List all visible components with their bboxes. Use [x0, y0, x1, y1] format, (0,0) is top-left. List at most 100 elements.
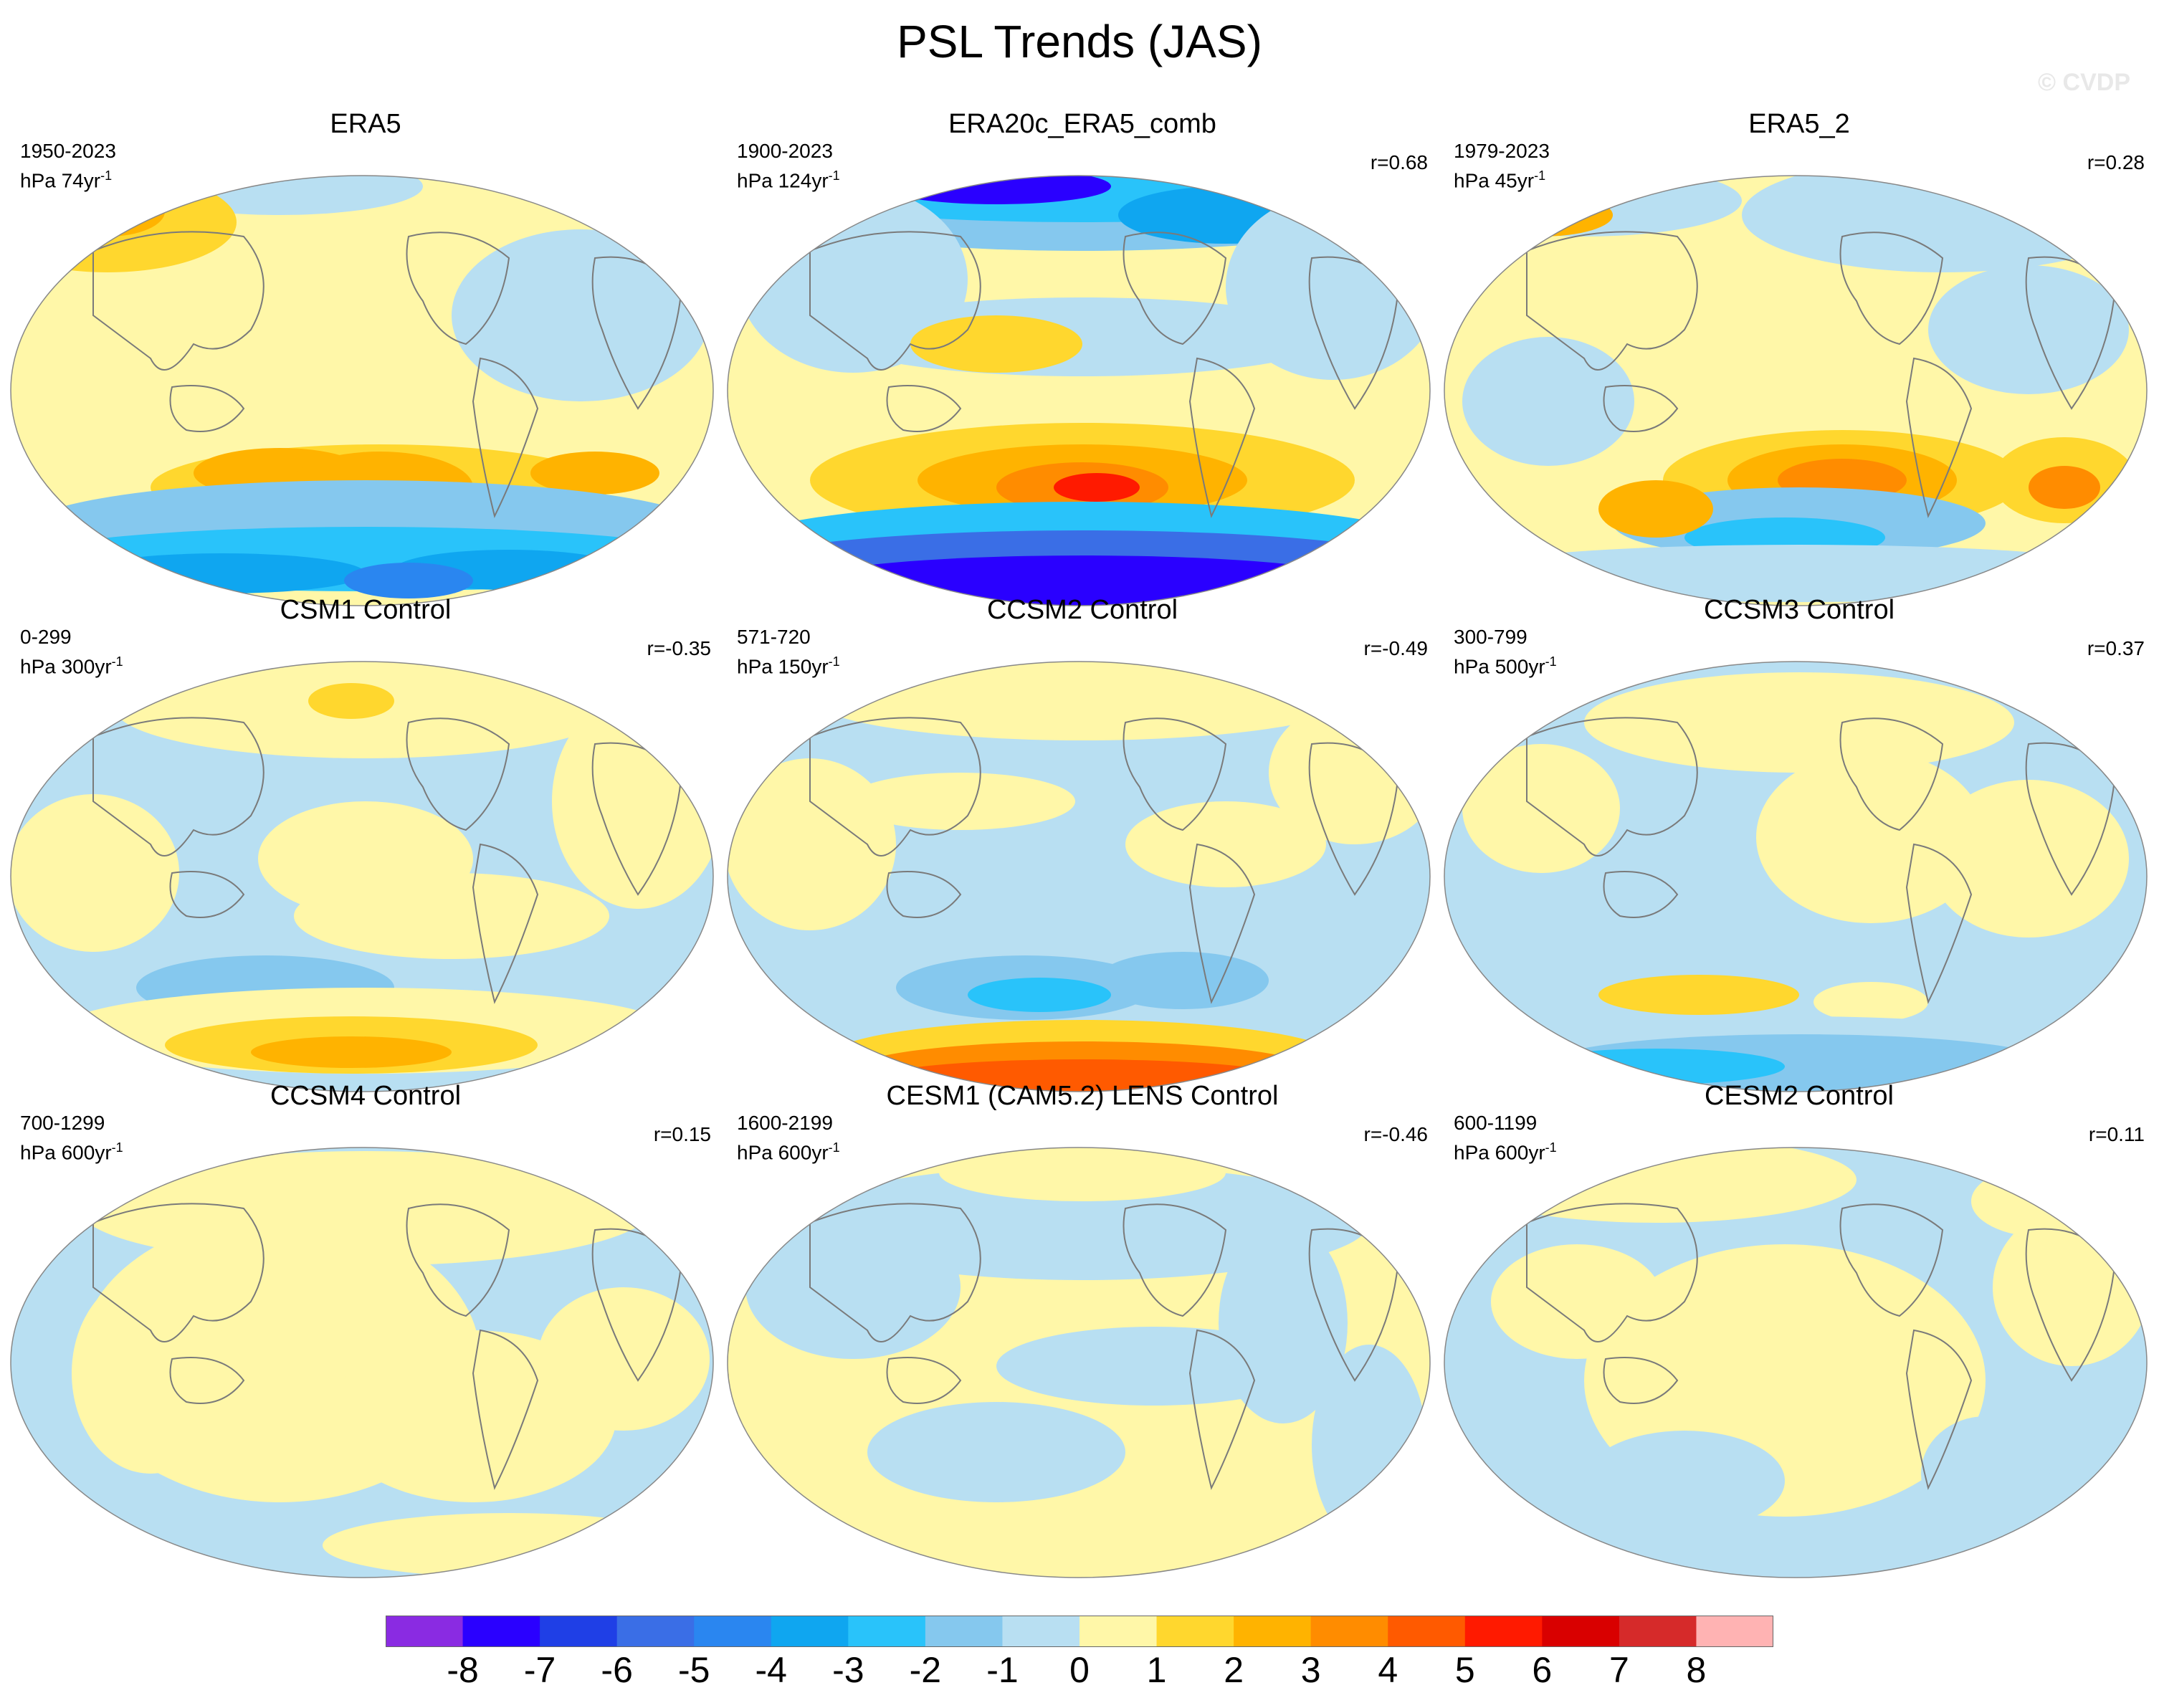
field-contour	[745, 1216, 961, 1359]
field-contour	[452, 229, 710, 401]
coastline	[169, 1357, 245, 1404]
colorbar-tick-label: 2	[1224, 1650, 1244, 1690]
field-contour	[867, 1059, 1297, 1092]
colorbar-box	[1464, 1616, 1543, 1647]
map-projection	[727, 661, 1431, 1092]
colorbar-tick-label: 8	[1686, 1650, 1707, 1690]
colorbar-box	[1234, 1616, 1312, 1647]
coastline	[1603, 871, 1679, 918]
panel-title: CCSM2 Control	[986, 595, 1178, 625]
coastline	[169, 385, 245, 432]
colorbar-box	[1080, 1616, 1158, 1647]
coastline	[406, 232, 510, 345]
panel-year-range: 1900-2023	[737, 140, 833, 162]
map-panel: CCSM2 Control 571-720 hPa 150yr-1 r=-0.49	[724, 593, 1441, 1092]
field-contour	[552, 694, 713, 909]
coastline	[169, 871, 245, 918]
map-border	[727, 175, 1431, 606]
panel-year-range: 300-799	[1454, 626, 1527, 648]
field-contour	[1491, 1244, 1663, 1359]
map-panel: ERA5_2 1979-2023 hPa 45yr-1 r=0.28	[1441, 108, 2158, 606]
map-border	[1444, 1147, 2148, 1578]
panel-units: hPa 124yr-1	[737, 163, 840, 193]
panel-title: ERA5	[330, 109, 401, 139]
panel-units-exponent: -1	[1545, 654, 1557, 669]
panel-correlation: r=0.15	[653, 1123, 711, 1145]
panel-units: hPa 300yr-1	[20, 649, 123, 679]
map-border	[727, 1147, 1431, 1578]
panel-year-range: 1979-2023	[1454, 140, 1550, 162]
field-contour	[538, 1287, 710, 1431]
panel-units-base: hPa 600yr	[1454, 1141, 1545, 1164]
panel-units-base: hPa 45yr	[1454, 169, 1535, 192]
colorbar-box	[540, 1616, 618, 1647]
panel-correlation: r=-0.35	[647, 637, 712, 659]
colorbar-tick-label: 0	[1069, 1650, 1090, 1690]
panel-units-base: hPa 600yr	[20, 1141, 112, 1164]
colorbar-box	[1542, 1616, 1620, 1647]
field-contour	[323, 1513, 695, 1578]
panel-title: CESM1 (CAM5.2) LENS Control	[886, 1081, 1279, 1111]
coastline	[1123, 717, 1227, 831]
panel-year-range: 1950-2023	[20, 140, 116, 162]
coastline	[472, 357, 539, 518]
coastline	[472, 1329, 539, 1490]
panel-units: hPa 600yr-1	[1454, 1135, 1557, 1165]
colorbar-tick-label: 3	[1300, 1650, 1321, 1690]
colorbar-box	[386, 1616, 464, 1647]
coastline	[809, 231, 981, 371]
map-border	[1444, 175, 2148, 606]
coastline	[92, 717, 264, 857]
coastline	[1839, 717, 1944, 831]
coastline	[809, 717, 981, 857]
panel-units-exponent: -1	[1545, 1140, 1557, 1155]
map-projection	[727, 1147, 1431, 1578]
field-contour	[1598, 480, 1713, 538]
panel-correlation: r=-0.49	[1363, 637, 1429, 659]
coastline	[1905, 357, 1973, 518]
coastline	[1123, 1203, 1227, 1317]
panel-units: hPa 150yr-1	[737, 649, 840, 679]
coastline	[886, 1357, 962, 1404]
panel-year-range: 1600-2199	[737, 1112, 833, 1134]
field-contour	[1462, 337, 1634, 466]
panel-correlation: r=0.28	[2087, 151, 2145, 173]
coastline	[886, 385, 962, 432]
map-projection	[1444, 175, 2148, 606]
field-contour	[1928, 780, 2129, 938]
field-contour	[1125, 801, 1326, 887]
colorbar-tick-label: -5	[677, 1650, 710, 1690]
panel-correlation: r=-0.46	[1363, 1123, 1429, 1145]
colorbar-tick-label: 1	[1146, 1650, 1167, 1690]
field-contour	[50, 186, 165, 237]
watermark: © CVDP	[2038, 69, 2130, 96]
panel-units-exponent: -1	[1534, 168, 1546, 183]
colorbar	[386, 1616, 1773, 1647]
field-contour	[1598, 975, 1799, 1015]
panel-title: CSM1 Control	[280, 595, 452, 625]
panel-units-exponent: -1	[828, 654, 840, 669]
coastline	[1188, 843, 1256, 1004]
map-panel: CESM2 Control 600-1199 hPa 600yr-1 r=0.11	[1441, 1079, 2158, 1578]
field-contour	[1814, 982, 1928, 1022]
colorbar-tick-label: -2	[909, 1650, 942, 1690]
panel-year-range: 600-1199	[1454, 1112, 1538, 1134]
panel-year-range: 571-720	[737, 626, 811, 648]
field-contour	[867, 1402, 1125, 1502]
panel-units-exponent: -1	[828, 168, 840, 183]
colorbar-box	[1310, 1616, 1388, 1647]
panel-units-exponent: -1	[100, 168, 113, 183]
coastline	[1603, 385, 1679, 432]
coastline	[1839, 1203, 1944, 1317]
coastline	[886, 871, 962, 918]
panel-units-exponent: -1	[828, 1140, 840, 1155]
panel-title: CCSM3 Control	[1703, 595, 1895, 625]
coastline	[809, 1203, 981, 1342]
field-contour	[1219, 1223, 1348, 1423]
map-border	[727, 661, 1431, 1092]
field-contour	[1097, 952, 1269, 1009]
coastline	[406, 1203, 510, 1317]
coastline	[1905, 843, 1973, 1004]
panel-units-base: hPa 150yr	[737, 655, 829, 678]
map-projection	[727, 175, 1431, 606]
